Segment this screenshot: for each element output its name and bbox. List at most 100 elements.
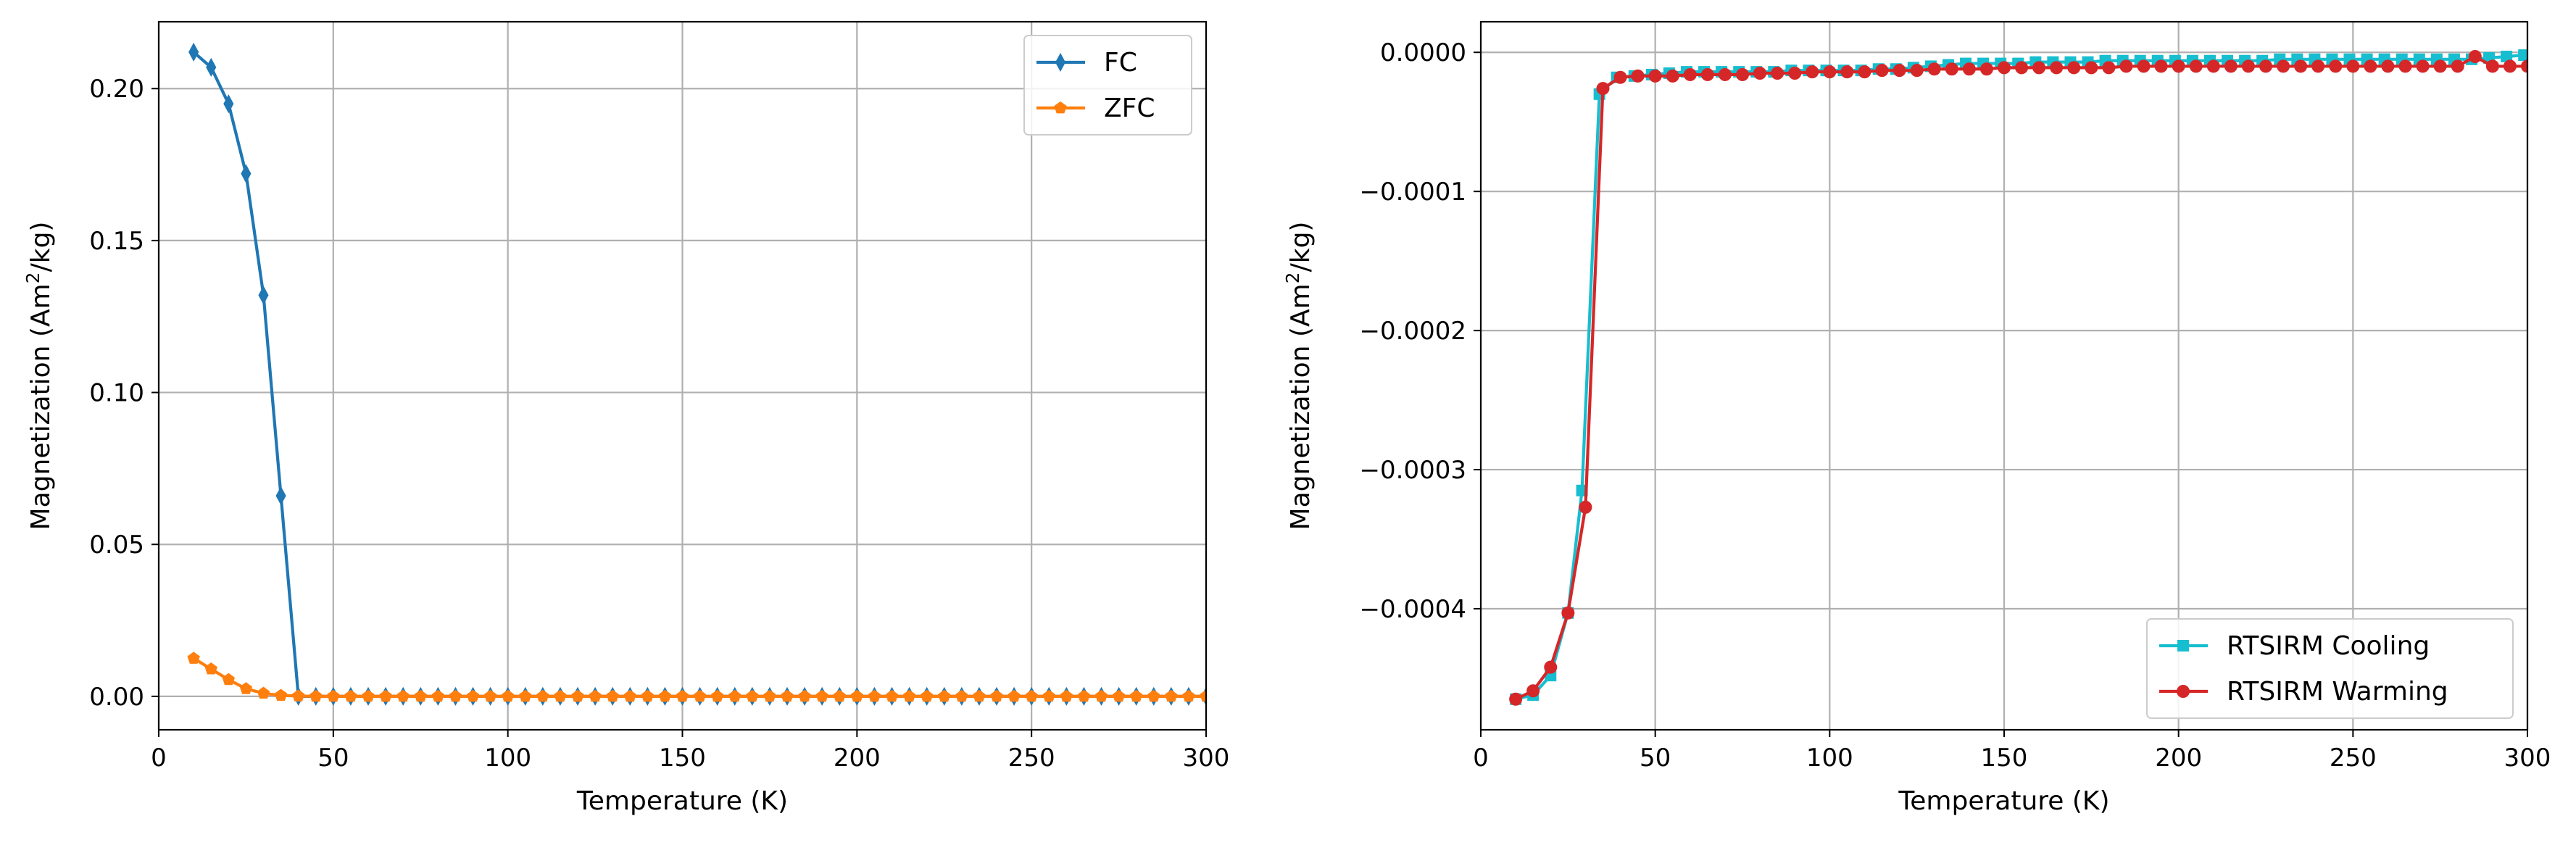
x-tick-label: 0: [1473, 744, 1489, 773]
data-point: [589, 689, 602, 702]
legend-box: [1023, 35, 1192, 136]
data-point: [2015, 61, 2029, 75]
data-point: [1875, 64, 1889, 78]
data-point: [1788, 67, 1802, 80]
legend: FC ZFC: [1023, 35, 1192, 136]
data-point: [2050, 61, 2064, 75]
data-point: [362, 689, 375, 702]
data-point: [2241, 59, 2255, 73]
data-point: [1979, 62, 1993, 76]
data-point: [571, 689, 584, 702]
data-point: [327, 689, 340, 702]
data-point: [1561, 606, 1575, 620]
data-point: [2067, 61, 2081, 75]
data-point: [431, 689, 445, 702]
legend-marker: [2177, 685, 2190, 698]
plot-area: [187, 42, 1206, 706]
data-point: [2311, 59, 2325, 73]
x-tick-label: 200: [2155, 744, 2202, 773]
data-point: [2224, 59, 2238, 73]
data-point: [536, 689, 549, 702]
data-point: [1200, 689, 1206, 702]
data-point: [344, 689, 357, 702]
series-rtsirm-warming: [1509, 49, 2527, 706]
data-point: [2102, 61, 2116, 75]
data-point: [1631, 69, 1645, 83]
data-point: [641, 689, 655, 702]
data-point: [833, 689, 846, 702]
x-tick-label: 150: [659, 744, 706, 773]
data-point: [1094, 689, 1108, 702]
data-point: [1579, 500, 1592, 514]
data-point: [1147, 689, 1160, 702]
data-point: [710, 689, 724, 702]
data-point: [1509, 692, 1523, 706]
x-tick-label: 200: [834, 744, 881, 773]
data-point: [2172, 59, 2185, 73]
x-axis-label: Temperature (K): [576, 786, 788, 816]
y-tick-label: 0.00: [89, 683, 144, 712]
x-tick-label: 150: [1981, 744, 2028, 773]
data-point: [2119, 59, 2133, 73]
data-point: [204, 662, 217, 675]
data-point: [1998, 61, 2011, 75]
data-point: [1945, 62, 1958, 76]
data-point: [2451, 59, 2464, 73]
data-point: [275, 486, 286, 506]
data-point: [414, 689, 427, 702]
data-point: [2468, 49, 2482, 63]
data-point: [2329, 59, 2343, 73]
data-point: [449, 689, 462, 702]
data-point: [1736, 67, 1749, 81]
series-zfc: [187, 652, 1206, 702]
data-point: [1596, 82, 1610, 96]
data-point: [1129, 689, 1143, 702]
x-tick-label: 100: [484, 744, 531, 773]
x-tick-label: 50: [317, 744, 349, 773]
data-point: [1771, 67, 1784, 80]
data-point: [1753, 67, 1767, 80]
data-point: [1112, 689, 1126, 702]
data-point: [815, 689, 828, 702]
x-tick-label: 100: [1806, 744, 1853, 773]
legend: RTSIRM Cooling RTSIRM Warming: [2146, 618, 2514, 719]
data-point: [2381, 59, 2395, 73]
data-point: [379, 689, 392, 702]
data-point: [1840, 65, 1854, 79]
axes-frame: [1479, 20, 2529, 731]
data-point: [2154, 59, 2168, 73]
y-tick-label: −0.0003: [1360, 456, 1466, 485]
legend-marker: [1054, 101, 1067, 114]
x-tick-label: 300: [2504, 744, 2551, 773]
data-point: [676, 689, 689, 702]
data-point: [2085, 61, 2098, 75]
data-point: [222, 673, 236, 686]
y-tick-label: 0.15: [89, 227, 144, 256]
data-point: [2137, 59, 2151, 73]
x-tick-label: 250: [1008, 744, 1055, 773]
data-point: [1648, 69, 1662, 83]
data-point: [258, 286, 269, 305]
data-point: [1526, 684, 1540, 698]
data-point: [728, 689, 741, 702]
data-point: [1892, 64, 1906, 78]
data-point: [1806, 65, 1819, 79]
data-point: [519, 689, 532, 702]
data-point: [973, 689, 986, 702]
y-tick-label: 0.20: [89, 75, 144, 104]
data-point: [2503, 59, 2517, 73]
legend-box: [2146, 618, 2514, 719]
data-point: [1927, 62, 1941, 76]
data-point: [955, 689, 968, 702]
data-point: [396, 689, 410, 702]
data-point: [781, 689, 794, 702]
data-point: [2518, 49, 2527, 62]
data-point: [746, 689, 759, 702]
x-tick-label: 0: [151, 744, 167, 773]
data-point: [309, 689, 323, 702]
data-point: [1544, 660, 1558, 674]
data-point: [1025, 689, 1038, 702]
data-point: [206, 57, 217, 77]
legend-label: RTSIRM Warming: [2227, 677, 2448, 707]
